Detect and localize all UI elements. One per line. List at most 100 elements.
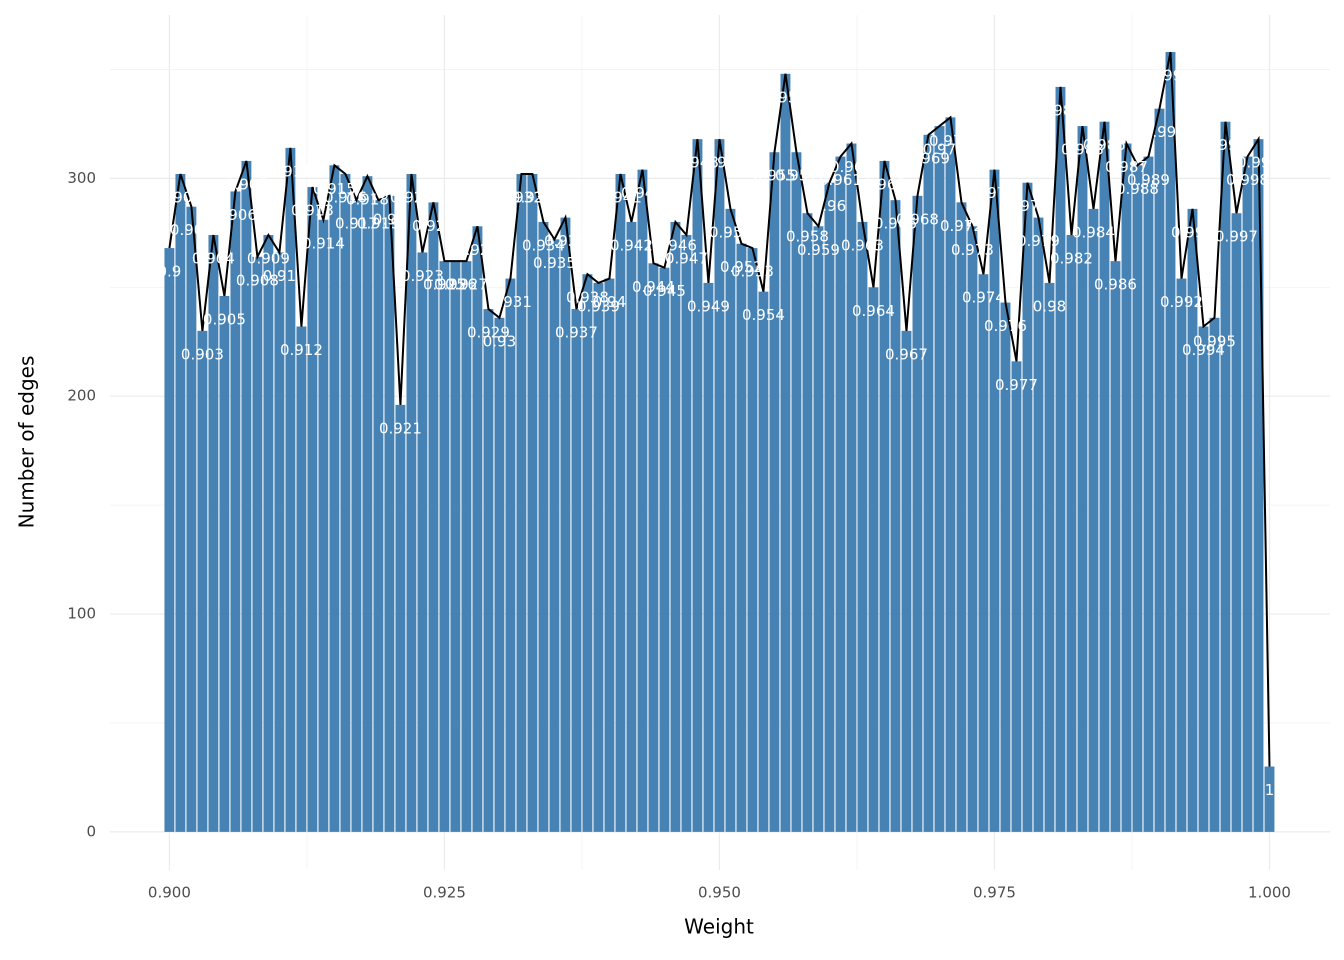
bar (1209, 317, 1220, 832)
bar-label: 0.976 (984, 317, 1027, 335)
bar-label: 0.995 (1193, 332, 1236, 350)
bar-label: 0.937 (555, 324, 598, 342)
bar (384, 195, 395, 832)
bar (1000, 302, 1011, 832)
bar (197, 330, 208, 832)
bar-label: 0.932 (500, 189, 543, 207)
bar (868, 287, 879, 832)
bar-label: 0.986 (1094, 276, 1137, 294)
bar-label: 0.991 (1149, 67, 1192, 85)
bar-label: 0.941 (599, 189, 642, 207)
bar-label: 0.969 (907, 149, 950, 167)
bar (296, 326, 307, 832)
bar (615, 174, 626, 832)
bar-label: 0.938 (566, 289, 609, 307)
bar (769, 152, 780, 832)
bar-label: 0.904 (192, 250, 235, 268)
bar (516, 174, 527, 832)
bar-label: 0.924 (412, 217, 455, 235)
bar-label: 0.92 (373, 210, 406, 228)
bar (923, 134, 934, 832)
bar (824, 182, 835, 832)
x-axis-title: Weight (684, 915, 754, 939)
bar (241, 160, 252, 832)
bar-label: 0.956 (764, 88, 807, 106)
bar (527, 174, 538, 832)
bar-label: 0.978 (1006, 197, 1049, 215)
bar (1110, 261, 1121, 832)
bar-label: 1 (1265, 781, 1275, 799)
bar-label: 0.916 (324, 189, 367, 207)
bar (1187, 208, 1198, 832)
bar (648, 263, 659, 832)
x-tick-label: 0.975 (973, 884, 1016, 902)
bar (670, 221, 681, 832)
bar (890, 200, 901, 832)
bar-label: 0.966 (874, 215, 917, 233)
bar-label: 0.908 (236, 271, 279, 289)
bar-label: 0.967 (885, 345, 928, 363)
bar-label: 0.945 (643, 282, 686, 300)
bar (780, 73, 791, 832)
bar (582, 274, 593, 832)
bar (1022, 182, 1033, 832)
bar-label: 0.985 (1083, 136, 1126, 154)
bar (736, 243, 747, 832)
bar (175, 174, 186, 832)
bar (857, 221, 868, 832)
bar-label: 0.934 (522, 236, 565, 254)
bar (978, 274, 989, 832)
y-tick-label: 0 (86, 822, 96, 840)
bar-label: 0.989 (1127, 171, 1170, 189)
y-tick-label: 100 (67, 605, 96, 623)
bar (1220, 121, 1231, 832)
bar (340, 174, 351, 832)
bar (362, 176, 373, 832)
bar (725, 208, 736, 832)
bar-label: 0.927 (445, 276, 488, 294)
bar-label: 0.906 (214, 206, 257, 224)
bar (472, 226, 483, 832)
bar (417, 252, 428, 832)
bar (1088, 208, 1099, 832)
bar (1198, 326, 1209, 832)
bar (373, 200, 384, 832)
bar (285, 147, 296, 832)
bar-label: 0.944 (632, 278, 675, 296)
bar (1066, 235, 1077, 832)
bar (219, 296, 230, 832)
bar-label: 0.993 (1171, 223, 1214, 241)
bar-label: 0.901 (159, 189, 202, 207)
bar-label: 0.975 (973, 184, 1016, 202)
bar-label: 0.972 (940, 217, 983, 235)
bar (1165, 52, 1176, 832)
bar-label: 0.977 (995, 376, 1038, 394)
bar-label: 0.951 (709, 223, 752, 241)
bar-label: 0.915 (313, 180, 356, 198)
bar-label: 0.909 (247, 250, 290, 268)
bar (681, 235, 692, 832)
bar-label: 0.962 (830, 158, 873, 176)
bar (791, 152, 802, 832)
bar-label: 0.93 (483, 332, 516, 350)
bar (494, 317, 505, 832)
bar-label: 0.91 (263, 267, 296, 285)
bar-label: 0.942 (610, 236, 653, 254)
bar-label: 0.99 (1143, 123, 1176, 141)
trend-line (168, 51, 1271, 767)
bar-label: 0.965 (863, 175, 906, 193)
bar (967, 226, 978, 832)
bar (846, 143, 857, 832)
bar (1143, 156, 1154, 832)
bar-label: 0.926 (434, 276, 477, 294)
bar (813, 226, 824, 832)
bar-label: 0.987 (1105, 158, 1148, 176)
bar (230, 191, 241, 832)
bar-label: 0.907 (225, 175, 268, 193)
bar (252, 256, 263, 832)
bar (1011, 361, 1022, 832)
bar-label: 0.983 (1061, 141, 1104, 159)
bar (934, 126, 945, 832)
bar-label: 0.913 (291, 202, 334, 220)
bar-label: 0.97 (923, 141, 956, 159)
